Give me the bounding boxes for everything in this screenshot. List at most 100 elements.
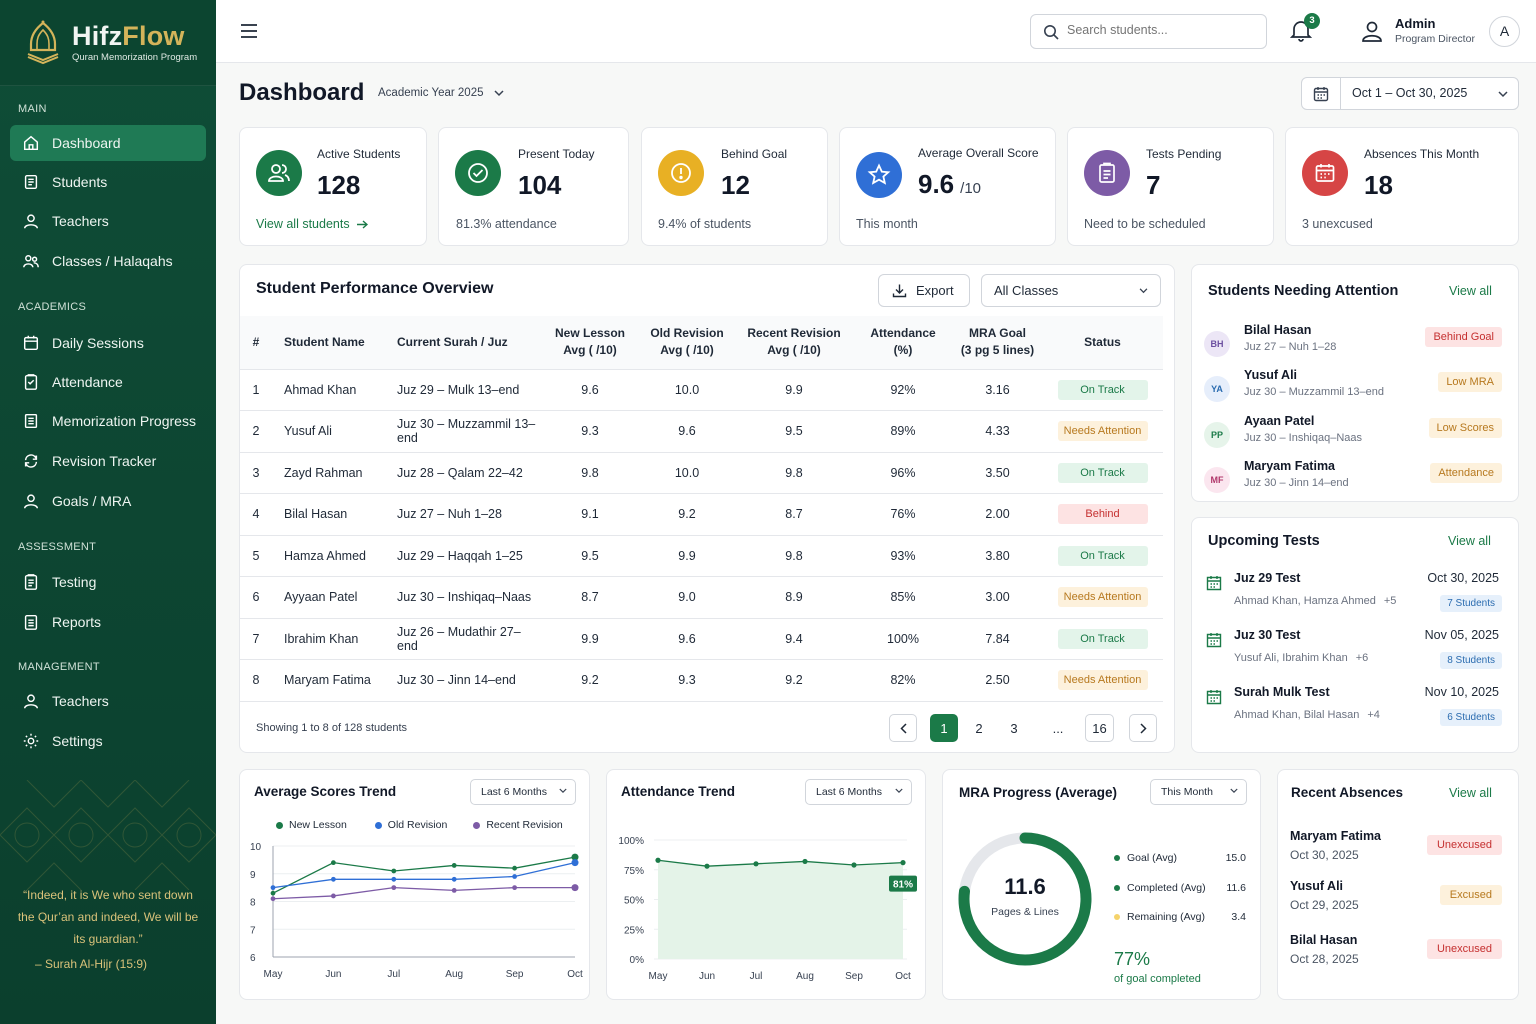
data-point[interactable] [391, 885, 397, 891]
table-cell: Zayd Rahman [272, 452, 385, 494]
data-point[interactable] [571, 884, 579, 892]
data-point[interactable] [331, 860, 336, 866]
sidebar-item-daily-sessions[interactable]: Daily Sessions [10, 325, 206, 361]
sidebar-item-reports[interactable]: Reports [10, 604, 206, 640]
export-button[interactable]: Export [878, 274, 970, 307]
sidebar-item-label: Testing [52, 574, 97, 590]
column-header[interactable]: New Lesson Avg ( /10) [541, 316, 639, 370]
attention-item[interactable]: BH Bilal Hasan Juz 27 – Nuh 1–28 Behind Goa… [1204, 323, 1504, 363]
column-header[interactable]: # [240, 316, 272, 370]
data-point[interactable] [270, 885, 276, 891]
test-item[interactable]: Surah Mulk Test Ahmad Khan, Bilal Hasan +4… [1206, 685, 1502, 729]
table-row[interactable]: 3 Zayd Rahman Juz 28 – Qalam 22–42 9.8 10.0 9… [240, 452, 1163, 494]
column-header[interactable]: Old Revision Avg ( /10) [639, 316, 735, 370]
attention-item[interactable]: MF Maryam Fatima Juz 30 – Jinn 14–end Atten… [1204, 459, 1504, 499]
data-point[interactable] [900, 860, 906, 866]
stat-card-absences[interactable]: Absences This Month 18 3 unexcused [1285, 127, 1519, 246]
attendance-range-select[interactable]: Last 6 Months [805, 779, 912, 805]
data-point[interactable] [331, 893, 336, 899]
data-point[interactable] [391, 868, 397, 874]
data-point[interactable] [512, 865, 517, 871]
data-point[interactable] [655, 857, 661, 863]
pagination-prev-button[interactable] [889, 714, 917, 742]
stat-card-tests-pending[interactable]: Tests Pending 7 Need to be scheduled [1067, 127, 1274, 246]
absences-view-all-link[interactable]: View all [1449, 786, 1492, 800]
sidebar-item-classes[interactable]: Classes / Halaqahs [10, 243, 206, 279]
column-header[interactable]: Status [1042, 316, 1163, 370]
scores-range-select[interactable]: Last 6 Months [470, 779, 576, 805]
date-range-picker[interactable]: Oct 1 – Oct 30, 2025 [1301, 77, 1519, 110]
absence-item[interactable]: Yusuf Ali Oct 29, 2025 Excused [1290, 879, 1502, 919]
data-point[interactable] [512, 885, 517, 891]
data-point[interactable] [704, 863, 710, 869]
column-header[interactable]: Attendance (%) [853, 316, 953, 370]
tests-view-all-link[interactable]: View all [1448, 534, 1491, 548]
brand[interactable]: HifzFlow Quran Memorization Program [0, 0, 216, 86]
sidebar-item-students[interactable]: Students [10, 164, 206, 200]
sidebar-item-attendance[interactable]: Attendance [10, 364, 206, 400]
view-all-students-link[interactable]: View all students [256, 217, 368, 231]
data-point[interactable] [391, 876, 397, 882]
data-point[interactable] [571, 859, 579, 867]
absence-item[interactable]: Maryam Fatima Oct 30, 2025 Unexcused [1290, 829, 1502, 869]
mra-range-select[interactable]: This Month [1150, 779, 1247, 805]
table-row[interactable]: 6 Ayyaan Patel Juz 30 – Inshiqaq–Naas 8.7 9.… [240, 576, 1163, 619]
stat-card-present-today[interactable]: Present Today 104 81.3% attendance [438, 127, 629, 246]
data-point[interactable] [571, 853, 579, 861]
data-point[interactable] [331, 876, 336, 882]
academic-year-select[interactable]: Academic Year 2025 [378, 87, 504, 99]
column-header[interactable]: MRA Goal (3 pg 5 lines) [953, 316, 1042, 370]
pagination-page-1[interactable]: 1 [930, 714, 958, 742]
table-row[interactable]: 8 Maryam Fatima Juz 30 – Jinn 14–end 9.2 9.3… [240, 659, 1163, 702]
data-point[interactable] [451, 863, 457, 868]
search-box[interactable] [1030, 14, 1267, 49]
column-header[interactable]: Current Surah / Juz [385, 316, 541, 370]
brand-name-part-b: Flow [122, 21, 185, 51]
pagination-next-button[interactable] [1129, 714, 1157, 742]
test-students-more: +6 [1355, 652, 1369, 664]
stat-card-average-score[interactable]: Average Overall Score 9.6/10 This month [839, 127, 1056, 246]
search-input[interactable] [1067, 23, 1257, 37]
data-point[interactable] [802, 858, 808, 865]
column-header[interactable]: Recent Revision Avg ( /10) [735, 316, 853, 370]
sidebar-item-settings[interactable]: Settings [10, 723, 206, 759]
attention-item[interactable]: PP Ayaan Patel Juz 30 – Inshiqaq–Naas Low S… [1204, 414, 1504, 454]
hamburger-menu-icon[interactable] [240, 23, 258, 39]
sidebar-item-management-teachers[interactable]: Teachers [10, 683, 206, 719]
pagination-page-3[interactable]: 3 [1010, 720, 1018, 736]
absence-item[interactable]: Bilal Hasan Oct 28, 2025 Unexcused [1290, 933, 1502, 973]
table-row[interactable]: 4 Bilal Hasan Juz 27 – Nuh 1–28 9.1 9.2 8.7 76… [240, 493, 1163, 536]
class-filter-select[interactable]: All Classes [981, 274, 1161, 307]
table-row[interactable]: 2 Yusuf Ali Juz 30 – Muzzammil 13–end 9.3 9.… [240, 410, 1163, 453]
sidebar-item-teachers[interactable]: Teachers [10, 203, 206, 239]
data-point[interactable] [270, 890, 276, 896]
attention-item[interactable]: YA Yusuf Ali Juz 30 – Muzzammil 13–end Low … [1204, 368, 1504, 408]
attention-view-all-link[interactable]: View all [1449, 284, 1492, 298]
pagination-page-2[interactable]: 2 [975, 720, 983, 736]
data-point[interactable] [451, 888, 457, 893]
stat-card-behind-goal[interactable]: Behind Goal 12 9.4% of students [641, 127, 828, 246]
data-point[interactable] [270, 896, 276, 902]
sidebar-item-memorization-progress[interactable]: Memorization Progress [10, 403, 206, 439]
data-point[interactable] [451, 876, 457, 882]
y-tick-label: 8 [250, 898, 256, 909]
sidebar-item-dashboard[interactable]: Dashboard [10, 125, 206, 161]
test-item[interactable]: Juz 30 Test Yusuf Ali, Ibrahim Khan +6 Nov … [1206, 628, 1502, 672]
user-avatar[interactable]: A [1489, 16, 1520, 47]
column-header[interactable]: Student Name [272, 316, 385, 370]
table-row[interactable]: 1 Ahmad Khan Juz 29 – Mulk 13–end 9.6 10.0 9.… [240, 369, 1163, 411]
sidebar-item-testing[interactable]: Testing [10, 564, 206, 600]
table-row[interactable]: 7 Ibrahim Khan Juz 26 – Mudathir 27–end 9.9… [240, 618, 1163, 660]
stat-card-active-students[interactable]: Active Students 128 View all students [239, 127, 427, 246]
notification-button[interactable]: 3 [1290, 13, 1320, 44]
table-cell: 9.3 [541, 410, 639, 453]
user-profile-icon[interactable] [1360, 19, 1384, 43]
sidebar-item-goals-mra[interactable]: Goals / MRA [10, 483, 206, 519]
test-item[interactable]: Juz 29 Test Ahmad Khan, Hamza Ahmed +5 Oct … [1206, 571, 1502, 615]
pagination-page-16[interactable]: 16 [1085, 714, 1114, 742]
sidebar-item-revision-tracker[interactable]: Revision Tracker [10, 443, 206, 479]
data-point[interactable] [851, 862, 857, 868]
data-point[interactable] [753, 861, 759, 867]
data-point[interactable] [512, 874, 517, 879]
table-row[interactable]: 5 Hamza Ahmed Juz 29 – Haqqah 1–25 9.5 9.9 9.… [240, 535, 1163, 577]
